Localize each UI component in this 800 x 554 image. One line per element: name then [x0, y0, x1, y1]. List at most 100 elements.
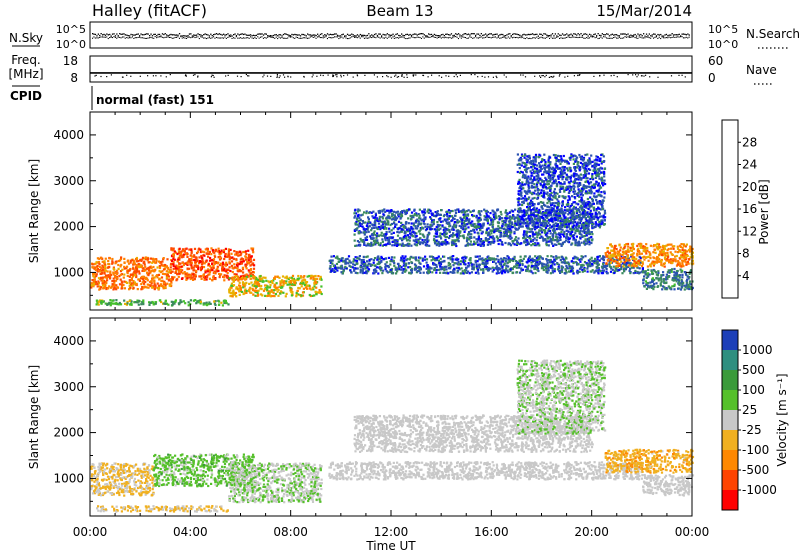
scatter-cell	[432, 263, 436, 266]
scatter-cell	[126, 300, 129, 304]
noise-sky-point	[158, 33, 161, 36]
scatter-cell	[189, 263, 192, 266]
noise-search-point	[408, 37, 410, 39]
scatter-cell	[447, 217, 450, 220]
noise-search-point	[158, 36, 160, 38]
scatter-cell	[164, 264, 167, 267]
nave-point	[520, 74, 522, 76]
noise-search-point	[485, 36, 487, 38]
scatter-cell	[552, 227, 556, 230]
scatter-cell	[179, 262, 182, 265]
scatter-cell	[118, 301, 121, 305]
scatter-cell	[399, 211, 402, 214]
scatter-cell	[125, 266, 128, 269]
scatter-cell	[97, 303, 100, 306]
scatter-cell	[539, 216, 542, 220]
noise-sky-point	[351, 33, 353, 35]
scatter-cell	[334, 267, 337, 270]
scatter-cell	[191, 266, 194, 269]
noise-search-point	[385, 36, 387, 38]
scatter-cell	[467, 270, 470, 273]
scatter-cell	[320, 292, 323, 296]
noise-search-point	[581, 36, 583, 38]
scatter-cell	[112, 271, 115, 274]
noise-search-point	[110, 36, 112, 38]
scatter-cell	[119, 278, 122, 281]
nave-point	[474, 74, 476, 76]
nave-point	[284, 76, 286, 78]
scatter-cell	[346, 257, 349, 260]
scatter-cell	[407, 238, 410, 241]
scatter-cell	[281, 286, 284, 289]
scatter-cell	[274, 284, 277, 287]
scatter-cell	[186, 273, 189, 276]
noise-sky-point	[668, 34, 670, 36]
noise-sky-point	[336, 34, 339, 36]
scatter-cell	[570, 260, 573, 263]
scatter-cell	[206, 247, 209, 250]
scatter-cell	[384, 263, 387, 266]
noise-sky-point	[418, 33, 420, 35]
scatter-cell	[96, 282, 99, 286]
scatter-cell	[276, 290, 279, 293]
scatter-cell	[419, 217, 422, 220]
noise-sky-point	[292, 34, 295, 36]
nave-point	[160, 75, 162, 77]
scatter-cell	[523, 211, 526, 214]
scatter-cell	[507, 265, 510, 268]
scatter-cell	[126, 271, 129, 274]
scatter-cell	[406, 230, 409, 233]
scatter-cell	[143, 282, 146, 285]
noise-sky-point	[480, 33, 482, 35]
scatter-cell	[178, 250, 181, 253]
scatter-cell	[510, 209, 513, 212]
nave-point	[456, 76, 458, 78]
noise-search-point	[149, 37, 151, 39]
noise-search-point	[463, 36, 465, 38]
scatter-cell	[252, 284, 255, 288]
scatter-cell	[224, 255, 227, 258]
scatter-cell	[395, 211, 398, 214]
scatter-cell	[285, 292, 288, 295]
scatter-cell	[356, 257, 359, 260]
nave-point	[678, 74, 680, 76]
scatter-cell	[425, 267, 428, 270]
nave-point	[481, 75, 483, 77]
scatter-cell	[577, 263, 580, 266]
noise-sky-point	[208, 35, 211, 37]
scatter-cell	[475, 263, 478, 266]
scatter-cell	[354, 256, 357, 259]
scatter-cell	[437, 235, 440, 238]
scatter-cell	[448, 235, 452, 238]
scatter-cell	[101, 272, 104, 275]
nave-point	[564, 76, 566, 78]
noise-search-point	[94, 37, 96, 39]
noise-search-point	[173, 37, 175, 39]
scatter-cell	[129, 303, 132, 306]
noise-search-point	[564, 37, 566, 39]
scatter-cell	[199, 299, 202, 302]
scatter-cell	[256, 278, 259, 281]
noise-sky-point	[248, 34, 250, 36]
scatter-cell	[353, 267, 356, 270]
noise-search-point	[550, 36, 552, 38]
noise-sky-point	[141, 34, 144, 36]
scatter-cell	[412, 239, 415, 242]
noise-sky-point	[428, 33, 430, 35]
scatter-cell	[393, 244, 396, 247]
noise-sky-point	[278, 34, 280, 36]
scatter-cell	[178, 247, 181, 250]
scatter-cell	[266, 285, 269, 288]
scatter-cell	[500, 260, 503, 263]
noise-search-point	[563, 37, 565, 39]
scatter-cell	[469, 233, 472, 236]
nave-point	[544, 76, 546, 78]
scatter-cell	[124, 302, 127, 305]
noise-sky-point	[487, 33, 490, 36]
noise-search-point	[144, 37, 146, 39]
scatter-cell	[279, 290, 283, 293]
scatter-cell	[202, 274, 205, 277]
scatter-cell	[197, 299, 200, 303]
scatter-cell	[388, 238, 391, 241]
scatter-cell	[587, 213, 590, 216]
